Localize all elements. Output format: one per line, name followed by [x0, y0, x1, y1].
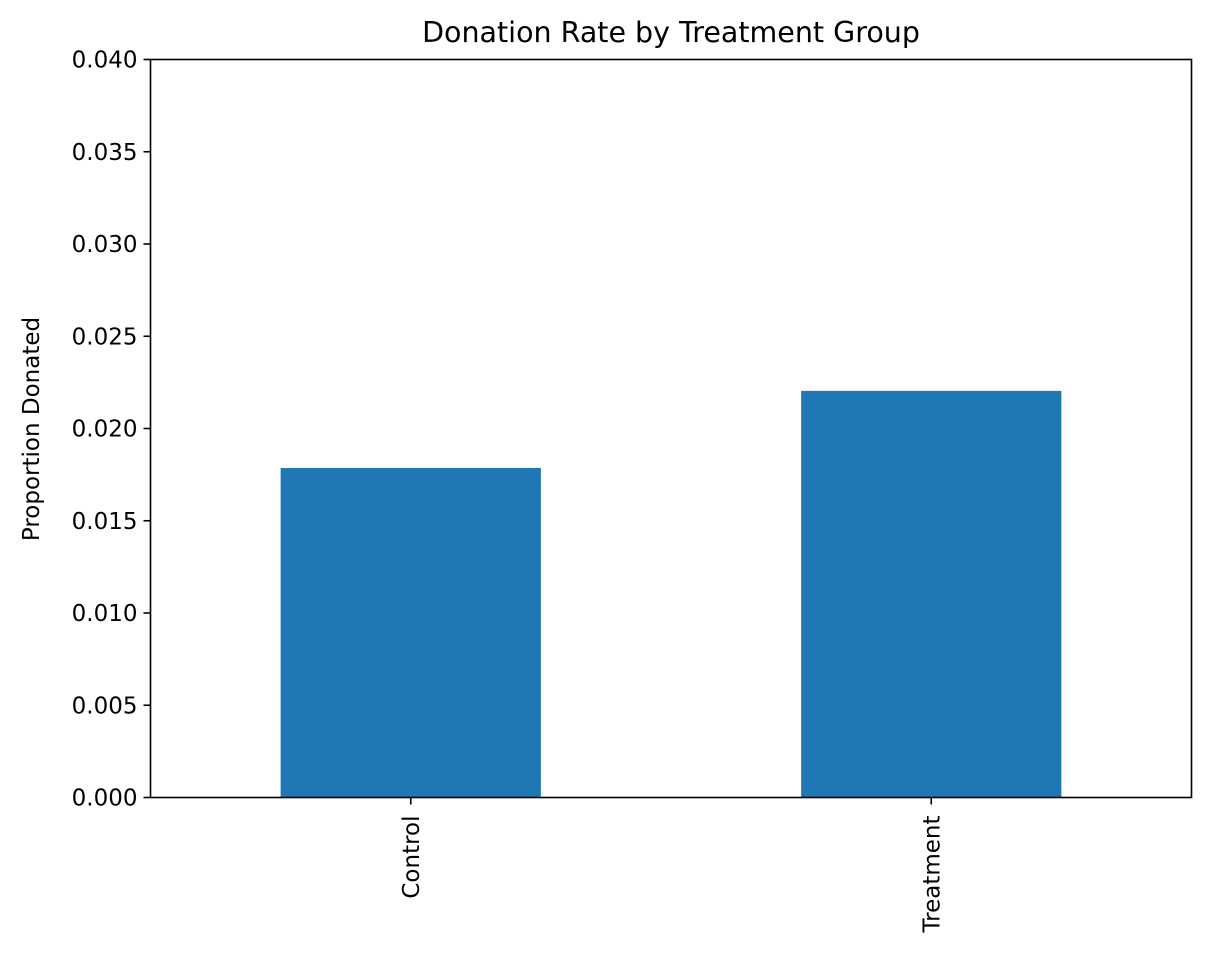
x-tick-label-control: Control	[399, 816, 425, 899]
y-tick-label: 0.010	[72, 601, 138, 627]
y-tick-label: 0.030	[72, 232, 138, 258]
x-axis: Control Treatment	[399, 797, 945, 934]
x-tick-label-treatment: Treatment	[919, 816, 945, 934]
plot-frame	[149, 58, 1193, 799]
y-tick-label: 0.015	[72, 509, 138, 535]
y-axis: 0.000 0.005 0.010 0.015 0.020 0.025 0.030 0.035…	[72, 48, 151, 812]
y-tick-label: 0.040	[72, 48, 138, 74]
y-tick-label: 0.020	[72, 417, 138, 443]
y-tick-label: 0.025	[72, 324, 138, 350]
y-tick-label: 0.005	[72, 693, 138, 719]
y-tick-label: 0.035	[72, 140, 138, 166]
bar-control	[280, 467, 541, 798]
y-tick-label: 0.000	[72, 786, 138, 812]
bar-treatment	[801, 390, 1062, 798]
chart-title: Donation Rate by Treatment Group	[422, 16, 920, 49]
y-axis-label: Proportion Donated	[19, 317, 45, 541]
bars-group	[280, 390, 1062, 798]
